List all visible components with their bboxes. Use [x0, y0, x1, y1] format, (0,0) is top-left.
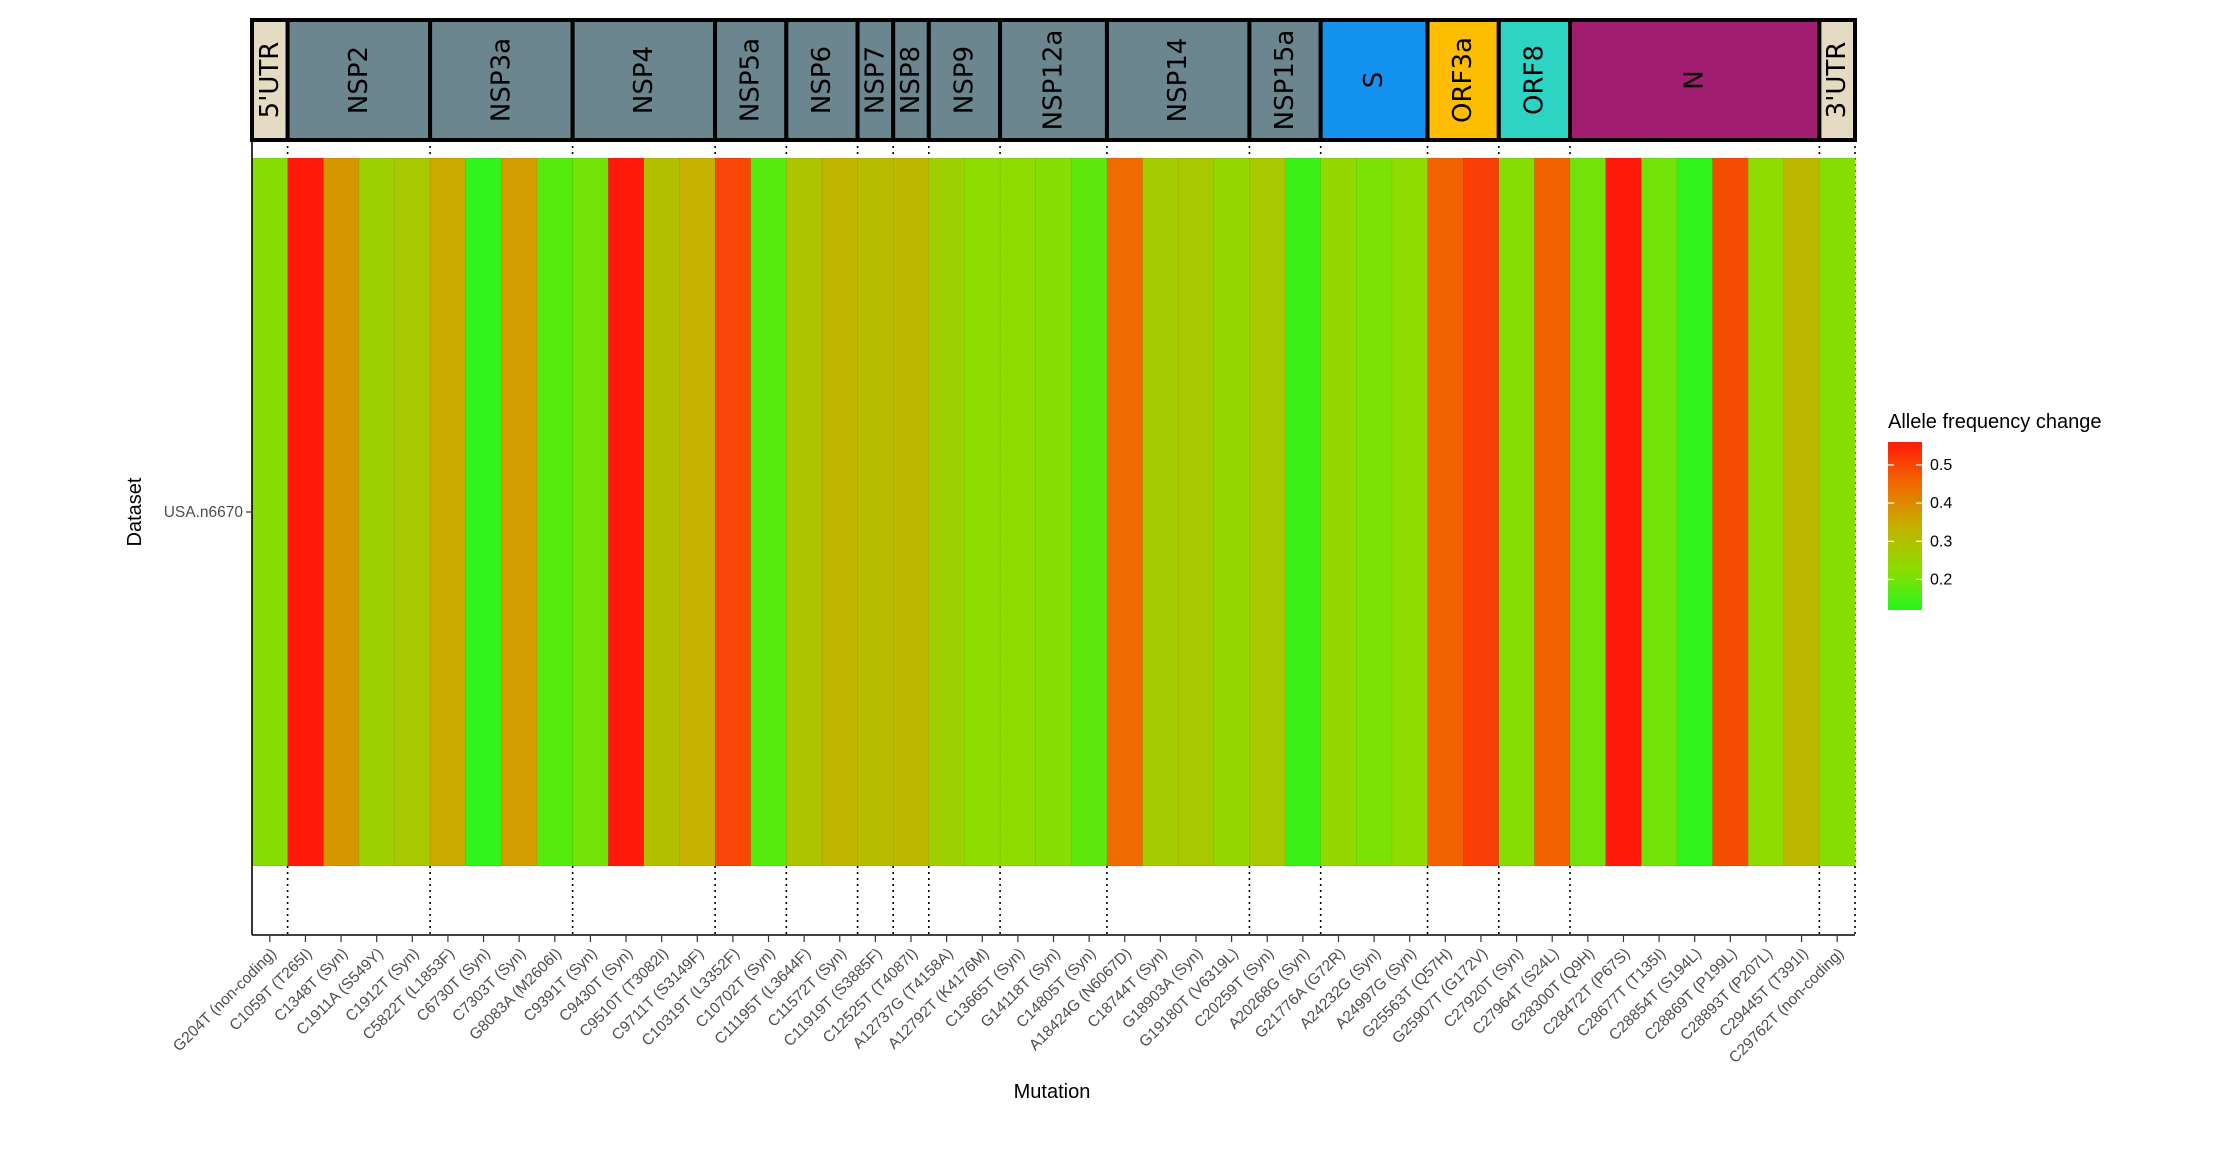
gene-box: [713, 18, 789, 142]
gene-label: NSP12a: [1039, 30, 1069, 131]
heatmap-cell: [714, 157, 752, 867]
heatmap-cell: [1569, 157, 1607, 867]
legend-tick-label: 0.5: [1930, 457, 1952, 474]
gene-label: NSP9: [949, 46, 979, 114]
gene-label: NSP14: [1163, 38, 1193, 123]
heatmap-cell: [1747, 157, 1785, 867]
heatmap-cell: [1462, 157, 1500, 867]
heatmap-cell: [465, 157, 503, 867]
heatmap-cell: [1391, 157, 1429, 867]
gene-box: [1817, 18, 1858, 142]
gene-label: NSP8: [896, 46, 926, 114]
heatmap-cell: [1071, 157, 1108, 867]
heatmap-cell: [1605, 157, 1642, 867]
heatmap-cell: [1712, 157, 1749, 867]
heatmap-cell: [999, 157, 1037, 867]
gene-label: NSP2: [344, 46, 374, 114]
gene-box: [926, 18, 1003, 142]
heatmap-cell: [1320, 157, 1357, 867]
legend-colorbar: [1888, 442, 1922, 610]
heatmap-cell: [322, 157, 360, 867]
heatmap-cell: [821, 157, 859, 867]
heatmap-cell: [251, 157, 289, 867]
gene-label: NSP5a: [736, 38, 766, 122]
legend: Allele frequency change 0.2 0.3 0.4 0.5: [1888, 411, 2101, 610]
heatmap-cell: [287, 157, 324, 867]
legend-tick-label: 0.2: [1930, 571, 1952, 588]
heatmap-cell: [1427, 157, 1464, 867]
gene-label: N: [1680, 70, 1710, 89]
heatmap-cell: [1177, 157, 1215, 867]
heatmap-cell: [536, 157, 574, 867]
heatmap-cell: [1142, 157, 1179, 867]
heatmap-cell: [1498, 157, 1536, 867]
gene-box: [998, 18, 1109, 142]
gene-box: [1318, 18, 1430, 142]
legend-title: Allele frequency change: [1888, 411, 2101, 433]
gene-label: S: [1359, 72, 1389, 89]
heatmap-cell: [572, 157, 609, 867]
heatmap-cell: [394, 157, 431, 867]
heatmap-cell: [1640, 157, 1678, 867]
heatmap-cell: [501, 157, 538, 867]
gene-label: 5'UTR: [255, 42, 285, 119]
heatmap-cell: [358, 157, 396, 867]
gene-label: NSP6: [807, 46, 837, 114]
heatmap-cells: [251, 157, 1856, 867]
gene-box: [428, 18, 575, 142]
gene-label: ORF3a: [1448, 37, 1478, 123]
heatmap-cell: [857, 157, 894, 867]
gene-box: [285, 18, 433, 142]
axes: G204T (non-coding)C1059T (T265I)C1348T (…: [164, 140, 1855, 1067]
gene-label: NSP7: [860, 46, 890, 114]
legend-tick-label: 0.4: [1930, 495, 1952, 512]
gene-annotation-track: 5'UTR NSP2 NSP3a NSP4 NSP5a NSP6 NSP7 NSP8 NSP9 N…: [250, 18, 1858, 142]
gene-label: NSP15a: [1270, 30, 1300, 131]
heatmap-cell: [1676, 157, 1714, 867]
heatmap-cell: [1284, 157, 1322, 867]
y-tick-label: USA.n6670: [164, 504, 244, 521]
legend-tick-label: 0.3: [1930, 533, 1952, 550]
heatmap-cell: [643, 157, 681, 867]
heatmap-cell: [1819, 157, 1856, 867]
heatmap-cell: [1249, 157, 1286, 867]
heatmap-cell: [429, 157, 467, 867]
gene-box: [1568, 18, 1822, 142]
heatmap-cell: [679, 157, 716, 867]
heatmap-cell: [1783, 157, 1821, 867]
gene-label: NSP3a: [486, 38, 516, 122]
gene-box: [250, 18, 290, 142]
gene-label: NSP4: [629, 46, 659, 114]
gene-box: [1425, 18, 1501, 142]
heatmap-cell: [1355, 157, 1393, 867]
heatmap-cell: [964, 157, 1001, 867]
heatmap-cell: [1213, 157, 1251, 867]
heatmap-cell: [1035, 157, 1073, 867]
heatmap-cell: [607, 157, 645, 867]
gene-label: 3'UTR: [1822, 42, 1852, 119]
heatmap-cell: [750, 157, 788, 867]
y-axis-title: Dataset: [124, 477, 146, 546]
heatmap-cell: [892, 157, 930, 867]
heatmap-cell: [928, 157, 966, 867]
gene-label: ORF8: [1519, 45, 1549, 115]
gene-box: [891, 18, 931, 142]
heatmap-cell: [1534, 157, 1571, 867]
x-axis-title: Mutation: [1014, 1081, 1091, 1103]
heatmap-cell: [786, 157, 823, 867]
gene-box: [1247, 18, 1323, 142]
heatmap-cell: [1106, 157, 1144, 867]
